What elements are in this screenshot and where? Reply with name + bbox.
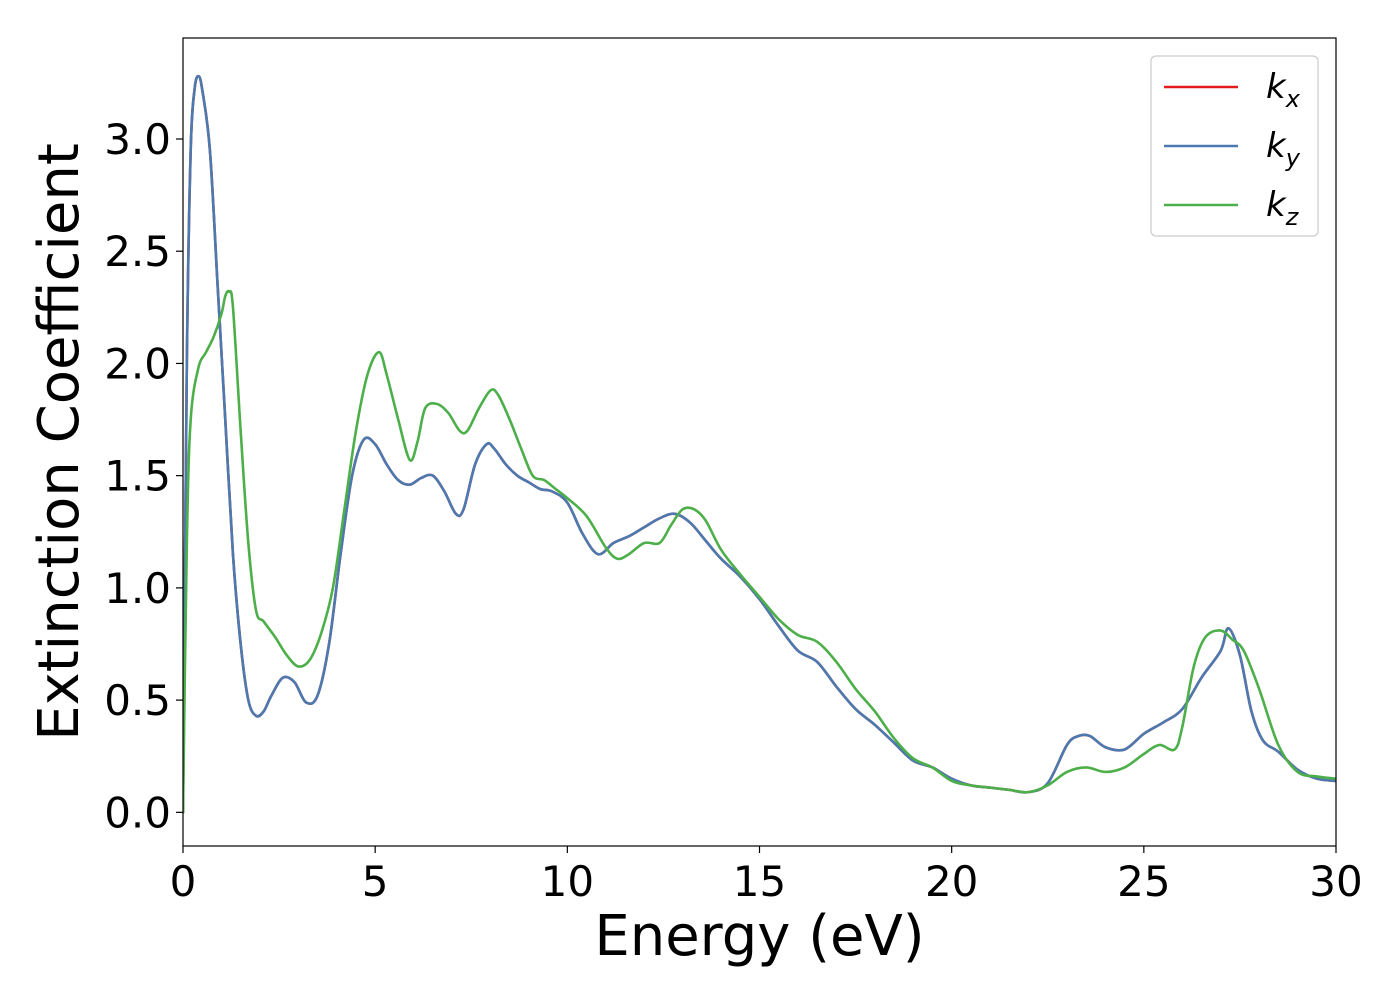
x-tick-label: 25 — [1117, 857, 1170, 906]
legend-label-kx: kx — [1266, 67, 1301, 113]
y-tick-label: 1.5 — [104, 452, 171, 501]
y-tick-label: 2.5 — [104, 227, 171, 276]
x-tick-label: 30 — [1309, 857, 1362, 906]
y-tick-label: 0.5 — [104, 676, 171, 725]
legend-label-main: k — [1266, 126, 1287, 166]
legend-label-ky: ky — [1266, 126, 1301, 172]
legend-label-main: k — [1266, 185, 1287, 225]
legend-label-kz: kz — [1266, 185, 1300, 231]
legend-label-subscript: z — [1285, 203, 1300, 231]
x-tick-label: 15 — [733, 857, 786, 906]
series-line-kz — [183, 289, 1336, 814]
plot-frame — [182, 37, 1337, 847]
x-tick-label: 0 — [170, 857, 197, 906]
legend-label-subscript: y — [1285, 144, 1301, 172]
y-tick-label: 0.0 — [104, 788, 171, 837]
plot-area — [182, 37, 1337, 847]
y-axis-label: Extinction Coefficient — [27, 143, 92, 741]
series-layer — [183, 74, 1336, 814]
x-tick-label: 10 — [541, 857, 594, 906]
axis-ticks: 0 5 10 15 20 25 30 0.0 0.5 1.0 1.5 2.0 2.5 3.0 — [104, 115, 1363, 906]
x-tick-label: 20 — [925, 857, 978, 906]
legend-label-subscript: x — [1285, 85, 1301, 113]
y-tick-label: 1.0 — [104, 564, 171, 613]
y-tick-label: 2.0 — [104, 339, 171, 388]
series-line-ky — [183, 74, 1336, 814]
x-axis-label: Energy (eV) — [594, 904, 924, 969]
legend-label-main: k — [1266, 67, 1287, 107]
x-tick-label: 5 — [362, 857, 389, 906]
y-tick-label: 3.0 — [104, 115, 171, 164]
